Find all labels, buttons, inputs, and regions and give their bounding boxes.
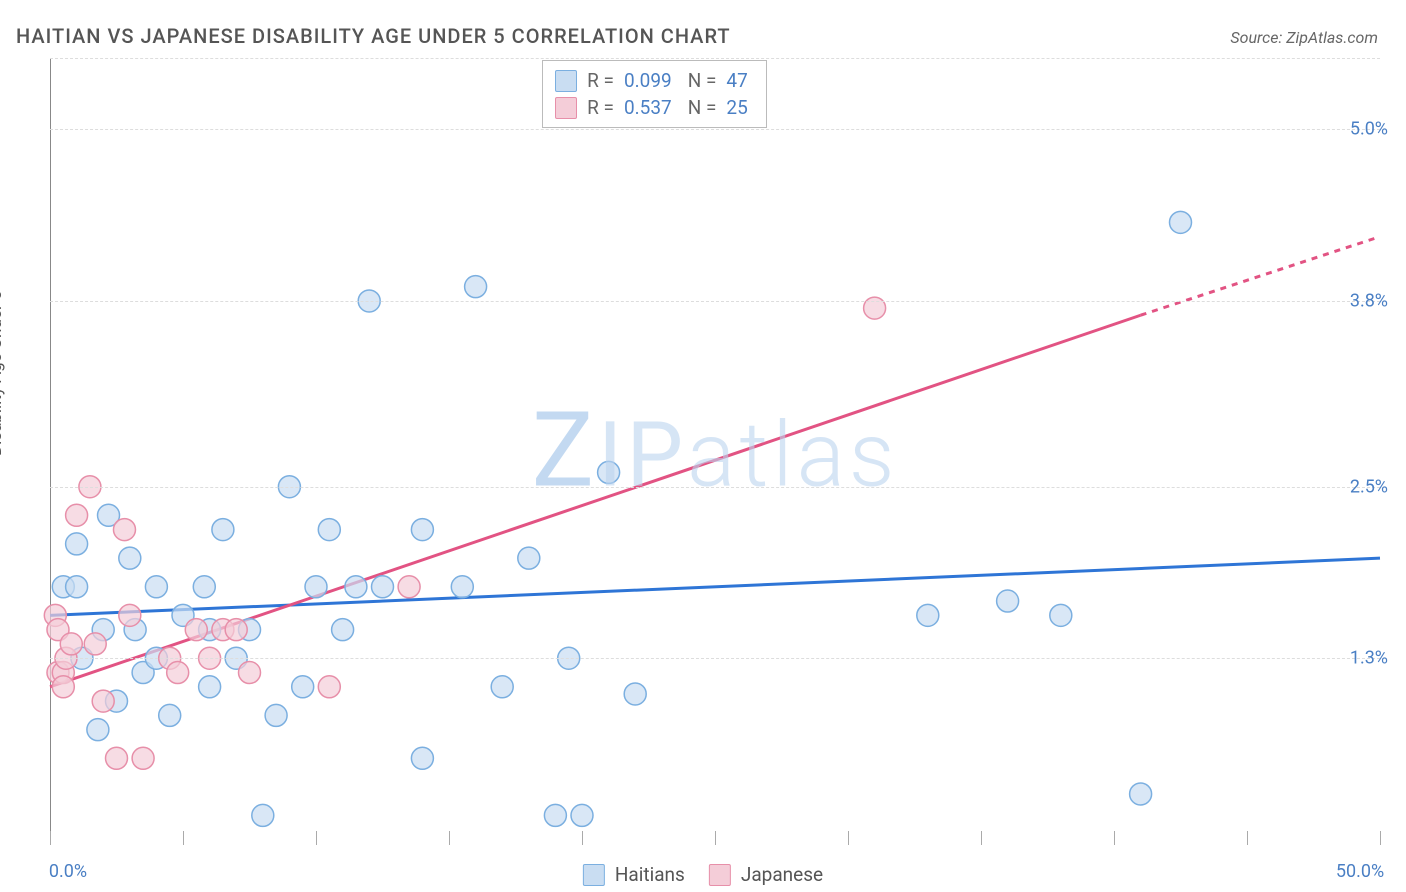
stat-r-label: R = — [587, 69, 614, 92]
x-tick — [50, 831, 51, 845]
x-tick — [715, 831, 716, 845]
haitians-point — [145, 576, 167, 598]
haitians-point — [119, 547, 141, 569]
haitians-point — [544, 804, 566, 826]
haitians-point — [265, 704, 287, 726]
stat-r-label: R = — [587, 96, 614, 119]
japanese-point — [106, 747, 128, 769]
haitians-point — [411, 747, 433, 769]
japanese-point — [60, 633, 82, 655]
japanese-point — [66, 504, 88, 526]
legend-swatch — [583, 864, 605, 886]
x-tick — [981, 831, 982, 845]
x-tick — [582, 831, 583, 845]
haitians-point — [997, 590, 1019, 612]
x-tick — [848, 831, 849, 845]
haitians-point — [411, 519, 433, 541]
footer-legend: Haitians Japanese — [583, 863, 823, 886]
haitians-point — [66, 576, 88, 598]
haitians-point — [491, 676, 513, 698]
legend-label: Japanese — [741, 863, 823, 886]
haitians-point — [1050, 604, 1072, 626]
chart-svg — [50, 58, 1380, 844]
haitians-point — [451, 576, 473, 598]
japanese-point — [113, 519, 135, 541]
gridline — [50, 129, 1380, 130]
japanese-point — [92, 690, 114, 712]
x-tick — [1247, 831, 1248, 845]
haitians-point — [518, 547, 540, 569]
haitians-point — [193, 576, 215, 598]
x-tick-min-label: 0.0% — [49, 861, 87, 882]
x-tick-max-label: 50.0% — [1336, 861, 1384, 882]
japanese-point — [119, 604, 141, 626]
japanese-point — [239, 662, 261, 684]
japanese-point — [398, 576, 420, 598]
haitians-point — [305, 576, 327, 598]
legend-label: Haitians — [615, 863, 685, 886]
x-tick — [1114, 831, 1115, 845]
haitians-point — [1170, 211, 1192, 233]
x-tick — [1380, 831, 1381, 845]
gridline — [50, 487, 1380, 488]
haitians-point — [87, 719, 109, 741]
stat-n-value: 47 — [726, 69, 747, 92]
gridline — [50, 58, 1380, 59]
haitians-point — [318, 519, 340, 541]
stat-row-japanese: R = 0.537 N = 25 — [555, 94, 754, 121]
gridline — [50, 658, 1380, 659]
haitians-trendline — [50, 558, 1380, 615]
legend-swatch — [709, 864, 731, 886]
legend-item-haitians: Haitians — [583, 863, 685, 886]
stat-swatch — [555, 97, 577, 119]
stat-n-label: N = — [688, 69, 717, 92]
source-label: Source: ZipAtlas.com — [1230, 28, 1378, 47]
x-tick — [449, 831, 450, 845]
haitians-point — [252, 804, 274, 826]
chart-title: HAITIAN VS JAPANESE DISABILITY AGE UNDER… — [16, 24, 731, 48]
haitians-point — [372, 576, 394, 598]
stat-legend: R = 0.099 N = 47 R = 0.537 N = 25 — [542, 60, 767, 128]
stat-row-haitians: R = 0.099 N = 47 — [555, 67, 754, 94]
legend-item-japanese: Japanese — [709, 863, 823, 886]
stat-r-value: 0.099 — [624, 69, 672, 92]
plot-area: ZIPatlas — [50, 58, 1380, 844]
japanese-point — [84, 633, 106, 655]
haitians-point — [465, 276, 487, 298]
stat-r-value: 0.537 — [624, 96, 672, 119]
haitians-point — [199, 676, 221, 698]
japanese-point — [185, 619, 207, 641]
y-axis-label: Disability Age Under 5 — [0, 291, 6, 457]
y-tick-label: 5.0% — [1350, 119, 1388, 140]
haitians-point — [1130, 783, 1152, 805]
japanese-point — [225, 619, 247, 641]
stat-n-label: N = — [688, 96, 717, 119]
japanese-point — [52, 676, 74, 698]
chart-container: HAITIAN VS JAPANESE DISABILITY AGE UNDER… — [0, 0, 1406, 892]
japanese-point — [132, 747, 154, 769]
haitians-point — [332, 619, 354, 641]
haitians-point — [917, 604, 939, 626]
japanese-point — [318, 676, 340, 698]
japanese-point — [167, 662, 189, 684]
haitians-point — [624, 683, 646, 705]
haitians-point — [159, 704, 181, 726]
haitians-point — [292, 676, 314, 698]
y-tick-label: 2.5% — [1350, 476, 1388, 497]
haitians-point — [598, 461, 620, 483]
haitians-point — [345, 576, 367, 598]
haitians-point — [571, 804, 593, 826]
japanese-trendline-extrapolated — [1141, 237, 1380, 316]
stat-swatch — [555, 70, 577, 92]
y-tick-label: 1.3% — [1350, 648, 1388, 669]
x-tick — [183, 831, 184, 845]
haitians-point — [66, 533, 88, 555]
x-tick — [316, 831, 317, 845]
y-tick-label: 3.8% — [1350, 290, 1388, 311]
stat-n-value: 25 — [726, 96, 747, 119]
gridline — [50, 301, 1380, 302]
haitians-point — [212, 519, 234, 541]
